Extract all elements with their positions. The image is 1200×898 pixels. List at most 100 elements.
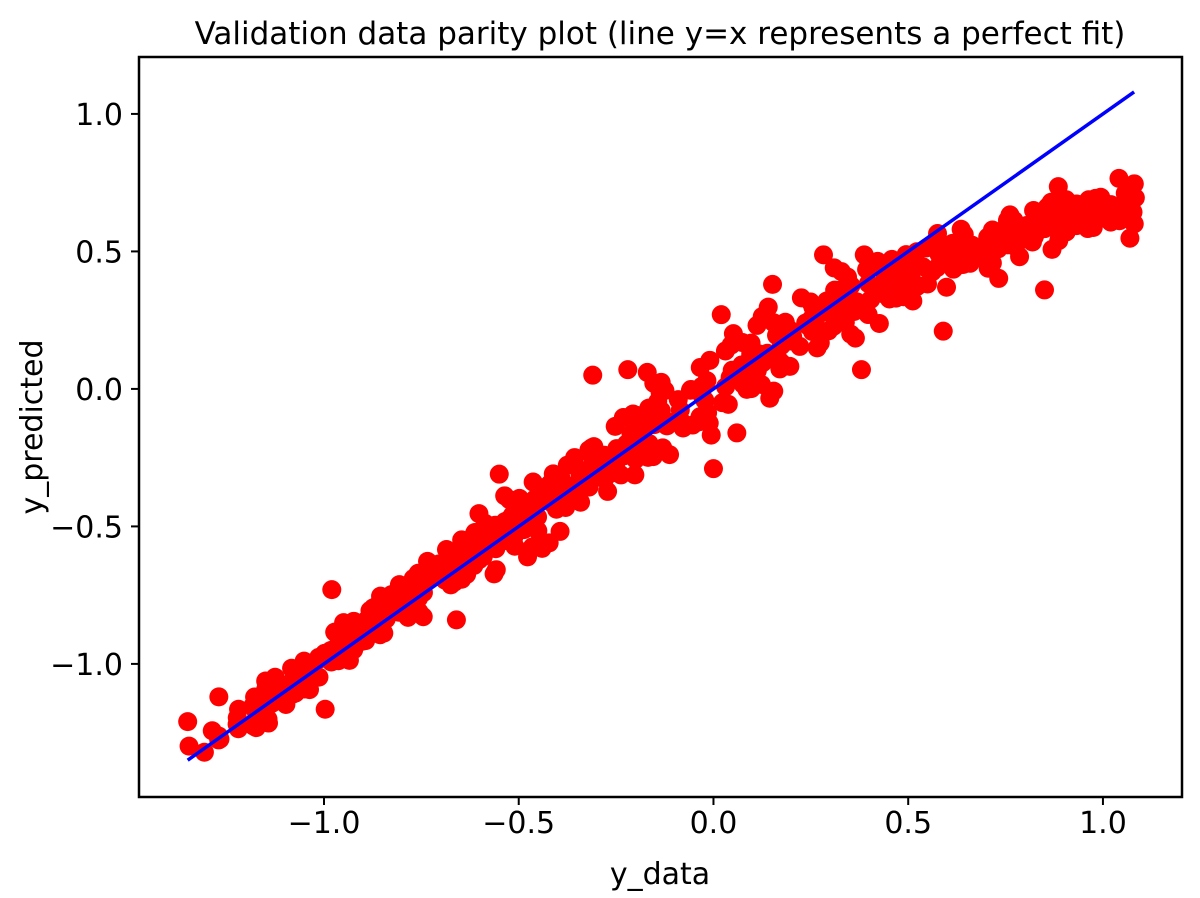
data-point <box>824 258 844 278</box>
x-tick-label: 0.5 <box>884 806 932 841</box>
data-point <box>711 305 731 325</box>
data-point <box>414 564 434 584</box>
data-point <box>486 560 506 580</box>
data-point <box>760 388 780 408</box>
data-point <box>828 287 848 307</box>
x-tick-label: 0.0 <box>690 806 738 841</box>
data-point <box>770 359 790 379</box>
data-point <box>460 530 480 550</box>
data-point <box>379 592 399 612</box>
data-point <box>851 360 871 380</box>
data-point <box>971 238 991 258</box>
data-point <box>747 315 767 335</box>
data-point <box>584 437 604 457</box>
data-point <box>489 464 509 484</box>
data-point <box>1000 205 1020 225</box>
axis-ticks: −1.0 −0.5 0.0 0.5 1.0 1.0 0.5 0.0 −0.5 −1.0 <box>50 98 1127 841</box>
data-point <box>937 277 957 297</box>
data-point <box>1056 190 1076 210</box>
data-point <box>982 220 1002 240</box>
data-point <box>178 712 198 732</box>
data-point <box>790 336 810 356</box>
data-point <box>1109 168 1129 188</box>
data-point <box>697 371 717 391</box>
data-point <box>690 407 710 427</box>
data-point <box>861 289 881 309</box>
data-point <box>1083 206 1103 226</box>
data-point <box>583 365 603 385</box>
data-point <box>643 447 663 467</box>
data-point <box>1015 220 1035 240</box>
data-point <box>630 412 650 432</box>
data-point <box>401 587 421 607</box>
data-point <box>602 456 622 476</box>
y-tick-label: 0.0 <box>75 373 123 408</box>
parity-line-segment <box>186 90 1136 762</box>
data-point <box>869 313 889 333</box>
data-point <box>294 651 314 671</box>
data-point <box>814 245 834 265</box>
data-point <box>845 328 865 348</box>
data-point <box>951 243 971 263</box>
data-point <box>500 490 520 510</box>
data-point <box>315 699 335 719</box>
data-point <box>1044 207 1064 227</box>
data-point <box>295 679 315 699</box>
data-point <box>532 538 552 558</box>
x-axis-label: y_data <box>610 857 710 892</box>
data-point <box>556 497 576 517</box>
data-point <box>256 679 276 699</box>
x-tick-label: −1.0 <box>288 806 361 841</box>
y-tick-label: −0.5 <box>50 510 123 545</box>
data-point <box>1067 216 1087 236</box>
data-point <box>618 360 638 380</box>
data-point <box>1111 202 1131 222</box>
data-point <box>528 507 548 527</box>
data-point <box>703 459 723 479</box>
data-point <box>922 262 942 282</box>
data-point <box>1124 174 1144 194</box>
y-tick-label: 1.0 <box>75 98 123 133</box>
data-point <box>446 610 466 630</box>
data-point <box>868 251 888 271</box>
data-point <box>763 274 783 294</box>
data-point <box>194 742 214 762</box>
scatter-points <box>178 168 1145 762</box>
data-point <box>1035 280 1055 300</box>
data-point <box>1120 228 1140 248</box>
data-point <box>715 341 735 361</box>
data-point <box>741 379 761 399</box>
data-point <box>322 580 342 600</box>
data-point <box>505 536 525 556</box>
chart-title: Validation data parity plot (line y=x re… <box>195 16 1126 52</box>
data-point <box>982 253 1002 273</box>
data-point <box>228 719 248 739</box>
data-point <box>637 362 657 382</box>
y-tick-label: 0.5 <box>75 235 123 270</box>
data-point <box>648 392 668 412</box>
data-point <box>550 521 570 541</box>
x-tick-label: −0.5 <box>482 806 555 841</box>
data-point <box>899 277 919 297</box>
data-point <box>258 709 278 729</box>
data-point <box>1010 247 1030 267</box>
data-point <box>791 288 811 308</box>
data-point <box>625 465 645 485</box>
data-point <box>723 324 743 344</box>
data-point <box>701 425 721 445</box>
data-point <box>700 350 720 370</box>
data-point <box>712 393 732 413</box>
y-axis-label: y_predicted <box>15 339 50 514</box>
data-point <box>495 512 515 532</box>
data-point <box>547 467 567 487</box>
data-point <box>903 291 923 311</box>
data-point <box>571 492 591 512</box>
data-point <box>771 335 791 355</box>
axes-spines <box>137 55 1184 799</box>
data-point <box>779 320 799 340</box>
data-point <box>534 478 554 498</box>
data-point <box>875 270 895 290</box>
data-point <box>758 297 778 317</box>
